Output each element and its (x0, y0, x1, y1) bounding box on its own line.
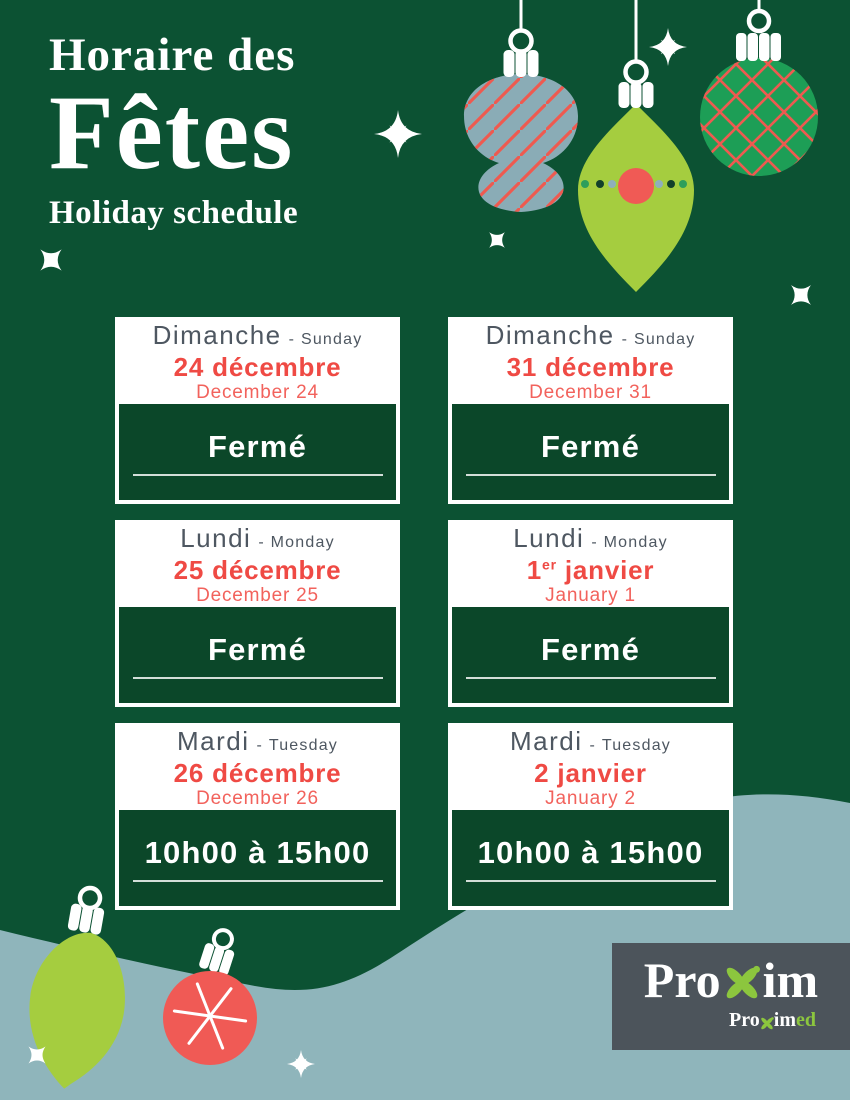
schedule-card-dec24: Dimanche - Sunday 24 décembre December 2… (115, 317, 400, 504)
date-fr: 24 décembre (173, 352, 342, 382)
striped-onion-ornament-icon (464, 0, 578, 212)
sparkle-x-icon (489, 232, 505, 248)
status-underline (465, 879, 716, 882)
schedule-card-dec26: Mardi - Tuesday 26 décembre December 26 … (115, 723, 400, 910)
schedule-card-dec31: Dimanche - Sunday 31 décembre December 3… (448, 317, 733, 504)
proxim-wordmark: Pro im (612, 955, 850, 1005)
card-header: Dimanche - Sunday 24 décembre December 2… (119, 321, 396, 404)
proxim-leaf-x-icon (726, 965, 760, 999)
day-line: Dimanche - Sunday (153, 321, 363, 354)
card-header: Lundi - Monday 25 décembre December 25 (119, 524, 396, 607)
day-name-fr: Dimanche (152, 320, 282, 350)
card-header: Mardi - Tuesday 2 janvier January 2 (452, 727, 729, 810)
title-fr-line2: Fêtes (49, 73, 295, 191)
day-name-en: Sunday (300, 331, 363, 348)
plaid-ball-ornament-icon (700, 0, 818, 176)
proximed-tagline: Pro im ed (729, 1009, 816, 1032)
card-header: Dimanche - Sunday 31 décembre December 3… (452, 321, 729, 404)
sparkle-x-icon (40, 249, 62, 271)
proxim-leaf-x-icon (761, 1017, 774, 1030)
day-name-fr: Mardi (509, 726, 583, 756)
day-line: Mardi - Tuesday (177, 727, 338, 760)
sparkle-x-icon (28, 1046, 46, 1064)
status-underline (132, 676, 383, 679)
status-text: Fermé (540, 428, 641, 464)
day-name-en: Sunday (633, 331, 696, 348)
schedule-card-jan1: Lundi - Monday 1er janvier January 1 Fer… (448, 520, 733, 707)
day-line: Dimanche - Sunday (486, 321, 696, 354)
date-en: January 2 (545, 788, 636, 809)
date-fr: 25 décembre (173, 555, 342, 585)
status-box: 10h00 à 15h00 (452, 810, 729, 906)
status-box: 10h00 à 15h00 (119, 810, 396, 906)
day-separator: - (258, 534, 264, 551)
sparkle-star-icon (374, 110, 422, 158)
status-text: Fermé (207, 428, 308, 464)
title-en: Holiday schedule (49, 195, 299, 232)
red-ball-snowflake-ornament-icon (163, 928, 257, 1065)
date-en: December 24 (196, 382, 319, 403)
day-line: Mardi - Tuesday (510, 727, 671, 760)
day-name-en: Tuesday (268, 737, 339, 754)
day-name-fr: Mardi (176, 726, 250, 756)
day-separator: - (591, 534, 597, 551)
sparkle-star-icon (287, 1050, 315, 1078)
sparkle-x-icon (791, 285, 811, 305)
status-box: Fermé (452, 404, 729, 500)
day-separator: - (589, 737, 595, 754)
date-fr: 26 décembre (173, 758, 342, 788)
status-text: 10h00 à 15h00 (144, 834, 371, 870)
day-line: Lundi - Monday (180, 524, 335, 557)
status-underline (132, 473, 383, 476)
date-fr: 31 décembre (506, 352, 675, 382)
status-text: 10h00 à 15h00 (477, 834, 704, 870)
day-separator: - (288, 331, 294, 348)
status-text: Fermé (540, 631, 641, 667)
day-name-fr: Dimanche (485, 320, 615, 350)
status-underline (465, 473, 716, 476)
date-en: December 26 (196, 788, 319, 809)
logo-text-pre: Pro (643, 952, 721, 1008)
status-underline (132, 879, 383, 882)
title-fr-line1: Horaire des (49, 29, 296, 81)
lime-drop-ornament-icon (578, 0, 694, 292)
lime-teardrop-ornament-icon (29, 885, 125, 1089)
date-en: December 31 (529, 382, 652, 403)
schedule-card-dec25: Lundi - Monday 25 décembre December 25 F… (115, 520, 400, 707)
card-header: Mardi - Tuesday 26 décembre December 26 (119, 727, 396, 810)
date-en: December 25 (196, 585, 319, 606)
date-en: January 1 (545, 585, 636, 606)
card-header: Lundi - Monday 1er janvier January 1 (452, 524, 729, 607)
tagline-suffix: ed (796, 1009, 816, 1031)
day-line: Lundi - Monday (513, 524, 668, 557)
status-underline (465, 676, 716, 679)
day-separator: - (621, 331, 627, 348)
day-name-en: Tuesday (601, 737, 672, 754)
day-name-en: Monday (270, 534, 335, 551)
status-box: Fermé (452, 607, 729, 703)
day-name-fr: Lundi (180, 523, 252, 553)
tagline-mid: im (773, 1009, 796, 1031)
day-name-fr: Lundi (513, 523, 585, 553)
status-text: Fermé (207, 631, 308, 667)
logo-text-post: im (762, 952, 819, 1008)
day-separator: - (256, 737, 262, 754)
day-name-en: Monday (603, 534, 668, 551)
sparkle-star-icon (649, 28, 687, 66)
date-fr: 1er janvier (526, 555, 655, 585)
title-block: Horaire des Fêtes Holiday schedule (49, 29, 299, 232)
schedule-card-jan2: Mardi - Tuesday 2 janvier January 2 10h0… (448, 723, 733, 910)
date-fr: 2 janvier (534, 758, 647, 788)
tagline-pre: Pro (729, 1009, 760, 1031)
status-box: Fermé (119, 607, 396, 703)
proxim-logo: Pro im Pro im ed (612, 943, 850, 1050)
status-box: Fermé (119, 404, 396, 500)
